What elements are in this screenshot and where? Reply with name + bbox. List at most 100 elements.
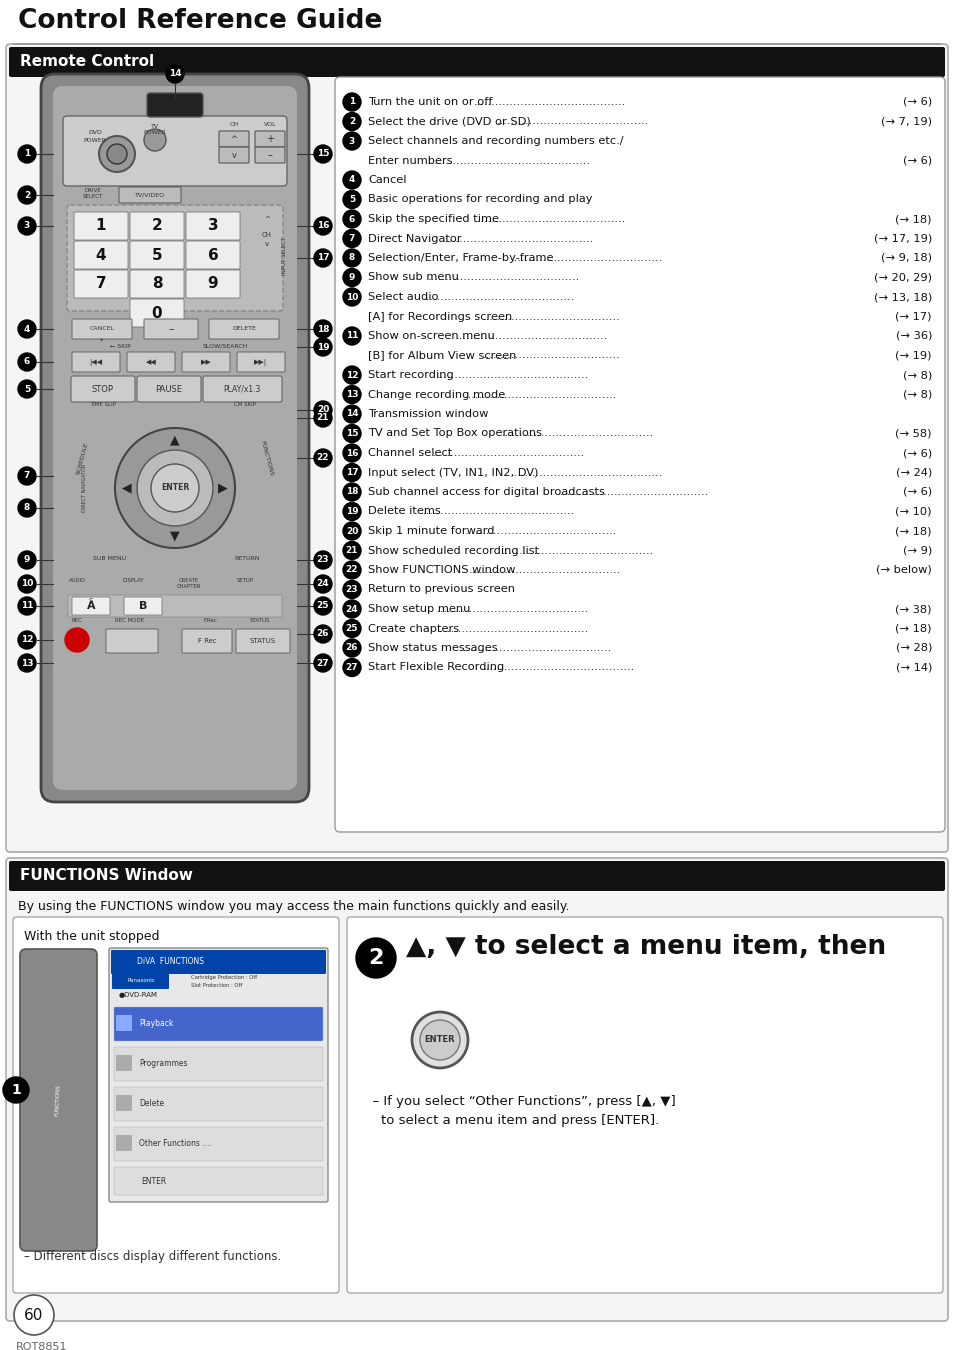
Circle shape [314, 551, 332, 568]
Text: (→ 6): (→ 6) [902, 487, 931, 497]
Text: 12: 12 [345, 370, 358, 379]
Text: ..........................................: ........................................… [464, 390, 617, 400]
Text: (→ 17, 19): (→ 17, 19) [873, 234, 931, 243]
Text: v: v [232, 150, 236, 159]
Circle shape [18, 320, 36, 338]
FancyBboxPatch shape [106, 629, 158, 653]
Circle shape [107, 144, 127, 163]
FancyBboxPatch shape [186, 242, 240, 269]
Text: 5: 5 [349, 194, 355, 204]
Text: |◀◀: |◀◀ [90, 359, 103, 366]
Circle shape [14, 1295, 54, 1335]
Text: 5: 5 [152, 247, 162, 262]
FancyBboxPatch shape [144, 319, 198, 339]
Text: Start recording: Start recording [368, 370, 454, 379]
Text: 10: 10 [21, 579, 33, 589]
FancyBboxPatch shape [137, 377, 201, 402]
Text: (→ 6): (→ 6) [902, 448, 931, 458]
Text: 9: 9 [208, 277, 218, 292]
Text: –: – [267, 150, 273, 161]
Text: 22: 22 [316, 454, 329, 463]
Text: 1: 1 [349, 97, 355, 107]
Text: Control Reference Guide: Control Reference Guide [18, 8, 382, 34]
Text: 4: 4 [95, 247, 106, 262]
Text: ..........................................: ........................................… [436, 370, 589, 379]
FancyBboxPatch shape [13, 917, 338, 1293]
Text: Remote Control: Remote Control [20, 54, 154, 69]
Text: (→ 9): (→ 9) [902, 545, 931, 555]
Text: TV/VIDEO: TV/VIDEO [134, 193, 165, 197]
Text: 8: 8 [152, 277, 162, 292]
Text: SETUP: SETUP [236, 578, 253, 583]
FancyBboxPatch shape [130, 212, 184, 240]
Text: 7: 7 [24, 471, 30, 481]
Circle shape [314, 409, 332, 427]
Circle shape [18, 186, 36, 204]
Text: DISPLAY: DISPLAY [122, 578, 144, 583]
Circle shape [343, 483, 360, 501]
FancyBboxPatch shape [111, 950, 326, 973]
Text: Return to previous screen: Return to previous screen [368, 585, 515, 594]
Circle shape [314, 575, 332, 593]
FancyBboxPatch shape [63, 116, 287, 186]
Text: 1: 1 [24, 150, 30, 158]
Circle shape [115, 428, 234, 548]
Text: 6: 6 [208, 247, 218, 262]
Circle shape [18, 551, 36, 568]
Text: Skip 1 minute forward: Skip 1 minute forward [368, 526, 494, 536]
Circle shape [3, 1077, 29, 1103]
Text: PLAY/x1.3: PLAY/x1.3 [223, 385, 260, 393]
Text: ●DVD-RAM: ●DVD-RAM [119, 992, 158, 998]
Circle shape [343, 424, 360, 443]
Text: 27: 27 [345, 663, 358, 672]
Circle shape [314, 144, 332, 163]
Text: (→ 6): (→ 6) [902, 155, 931, 166]
Text: 20: 20 [345, 526, 357, 536]
Text: 14: 14 [345, 409, 358, 418]
FancyBboxPatch shape [236, 352, 285, 373]
Text: 12: 12 [21, 636, 33, 644]
Circle shape [343, 112, 360, 131]
Text: 27: 27 [316, 659, 329, 667]
Circle shape [412, 1012, 468, 1068]
Circle shape [343, 386, 360, 404]
Text: (→ 8): (→ 8) [902, 390, 931, 400]
Text: 10: 10 [345, 293, 357, 301]
FancyBboxPatch shape [147, 93, 203, 117]
Text: Change recording mode: Change recording mode [368, 390, 505, 400]
Text: REC: REC [71, 618, 82, 622]
Text: ......................................: ...................................... [482, 312, 620, 321]
Text: 3: 3 [208, 219, 218, 234]
FancyBboxPatch shape [68, 595, 282, 617]
Text: ..........................................: ........................................… [556, 487, 708, 497]
Text: TV and Set Top Box operations: TV and Set Top Box operations [368, 428, 541, 439]
Text: Basic operations for recording and play: Basic operations for recording and play [368, 194, 592, 204]
Text: 7: 7 [349, 234, 355, 243]
Text: ▶: ▶ [218, 482, 228, 494]
Text: ▶▶|: ▶▶| [254, 359, 267, 366]
FancyBboxPatch shape [347, 917, 942, 1293]
Text: 21: 21 [316, 413, 329, 423]
Text: 15: 15 [345, 429, 358, 437]
Text: PAUSE: PAUSE [155, 385, 182, 393]
Text: ..........................................: ........................................… [501, 545, 653, 555]
Text: ..........................................: ........................................… [436, 624, 589, 633]
FancyBboxPatch shape [186, 212, 240, 240]
Text: 4: 4 [349, 176, 355, 185]
Text: Skip the specified time: Skip the specified time [368, 215, 498, 224]
Text: AUDIO: AUDIO [69, 578, 86, 583]
Text: Selection/Enter, Frame-by-frame: Selection/Enter, Frame-by-frame [368, 252, 553, 263]
Text: 19: 19 [316, 343, 329, 351]
Text: ENTER: ENTER [141, 1176, 166, 1185]
FancyBboxPatch shape [113, 1127, 323, 1161]
Text: STATUS: STATUS [250, 639, 275, 644]
FancyBboxPatch shape [254, 147, 285, 163]
Text: 60: 60 [24, 1308, 44, 1323]
Text: 3: 3 [349, 136, 355, 146]
Text: (→ 6): (→ 6) [902, 97, 931, 107]
Text: CANCEL: CANCEL [90, 327, 114, 332]
Text: Cancel: Cancel [368, 176, 406, 185]
Text: (→ 10): (→ 10) [895, 506, 931, 517]
Text: –: – [168, 324, 173, 333]
FancyBboxPatch shape [74, 270, 128, 298]
